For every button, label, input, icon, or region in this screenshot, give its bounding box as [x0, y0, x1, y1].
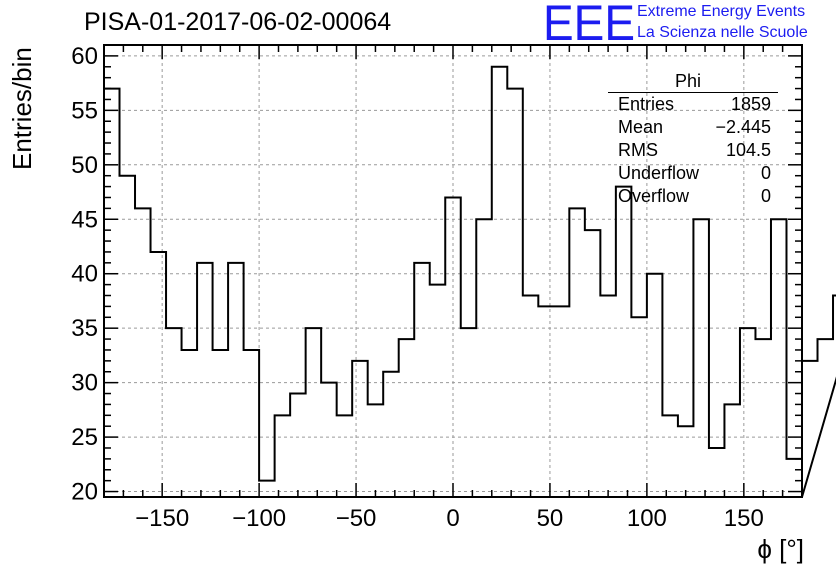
stats-label: RMS — [618, 140, 658, 160]
stats-value: 0 — [760, 163, 771, 183]
histogram-bin — [166, 328, 182, 497]
histogram-bin — [740, 328, 756, 497]
stats-row-overflow: Overflow 0 — [608, 185, 778, 208]
stats-value: 1859 — [730, 94, 771, 114]
histogram-bin — [616, 187, 632, 497]
chart-title: PISA-01-2017-06-02-00064 — [84, 8, 392, 36]
histogram-bin — [430, 285, 446, 497]
histogram-bin — [228, 263, 244, 497]
histogram-bin — [182, 350, 198, 497]
histogram-bin — [399, 339, 415, 497]
histogram-bin — [259, 481, 275, 497]
histogram-bin — [275, 415, 291, 497]
y-tick-label: 35 — [71, 315, 98, 342]
eee-logo-mark: EEE — [543, 0, 635, 44]
stats-value: −2.445 — [715, 117, 771, 137]
histogram-bin — [414, 263, 430, 497]
x-tick-label: 100 — [627, 505, 667, 532]
histogram-bin — [678, 426, 694, 497]
stats-value: 104.5 — [725, 140, 771, 160]
histogram-bin — [151, 252, 167, 497]
stats-label: Entries — [618, 94, 675, 114]
stats-label: Overflow — [618, 186, 690, 206]
histogram-bin — [662, 415, 678, 497]
histogram-bin — [538, 306, 554, 497]
histogram-bin — [600, 296, 616, 497]
histogram-bin — [507, 89, 523, 497]
stats-row-underflow: Underflow 0 — [608, 162, 778, 185]
y-tick-label: 60 — [71, 43, 98, 70]
histogram-bin — [724, 404, 740, 497]
eee-logo: EEE — [543, 0, 635, 44]
logo-caption-line2: La Scienza nelle Scuole — [637, 24, 808, 41]
histogram-bin — [445, 197, 461, 497]
y-tick-label: 40 — [71, 261, 98, 288]
y-tick-label: 45 — [71, 206, 98, 233]
x-tick-label: −100 — [232, 505, 286, 532]
histogram-bin — [755, 339, 771, 497]
histogram-bin — [244, 350, 260, 497]
y-axis-label: Entries/bin — [7, 47, 37, 170]
stats-row-mean: Mean −2.445 — [608, 116, 778, 139]
stats-row-rms: RMS 104.5 — [608, 139, 778, 162]
histogram-bin — [120, 176, 136, 497]
histogram-bin — [352, 361, 368, 497]
histogram-bin — [569, 208, 585, 497]
stats-row-entries: Entries 1859 — [608, 93, 778, 116]
stats-label: Underflow — [618, 163, 700, 183]
y-tick-label: 25 — [71, 424, 98, 451]
histogram-bin — [213, 350, 229, 497]
x-tick-label: 0 — [446, 505, 459, 532]
x-tick-label: −50 — [336, 505, 377, 532]
histogram-step-line — [103, 65, 836, 498]
histogram-bin — [585, 230, 601, 497]
histogram-bin — [197, 263, 213, 497]
histogram-bin — [135, 208, 151, 497]
histogram-bin — [802, 361, 818, 497]
histogram-bin — [476, 219, 492, 497]
stats-box: Phi Entries 1859 Mean −2.445 RMS 104.5 U… — [608, 70, 778, 208]
histogram-bin — [647, 274, 663, 497]
y-tick-label: 55 — [71, 97, 98, 124]
x-tick-label: 50 — [537, 505, 564, 532]
x-tick-label: 150 — [724, 505, 764, 532]
histogram-bin — [368, 404, 384, 497]
histogram-bin — [290, 394, 306, 497]
histogram-bin — [306, 328, 322, 497]
histogram-bin — [631, 317, 647, 497]
histogram-bin — [104, 89, 120, 497]
stats-label: Mean — [618, 117, 664, 137]
histogram-bin — [523, 296, 539, 497]
y-tick-label: 30 — [71, 370, 98, 397]
x-axis-label: ϕ [°] — [757, 534, 804, 564]
histogram-bin — [461, 328, 477, 497]
y-tick-label: 20 — [71, 479, 98, 506]
stats-value: 0 — [760, 186, 771, 206]
x-tick-label: −150 — [135, 505, 189, 532]
histogram-bin — [771, 219, 787, 497]
logo-caption-line1: Extreme Energy Events — [637, 3, 806, 20]
histogram-bin — [337, 415, 353, 497]
histogram-bin — [554, 306, 570, 497]
histogram-bin — [321, 383, 337, 497]
histogram-bin — [383, 372, 399, 497]
histogram-bin — [693, 219, 709, 497]
histogram-bin — [492, 67, 508, 497]
histogram-bin — [709, 448, 725, 497]
stats-title: Phi — [608, 70, 778, 93]
y-tick-label: 50 — [71, 152, 98, 179]
